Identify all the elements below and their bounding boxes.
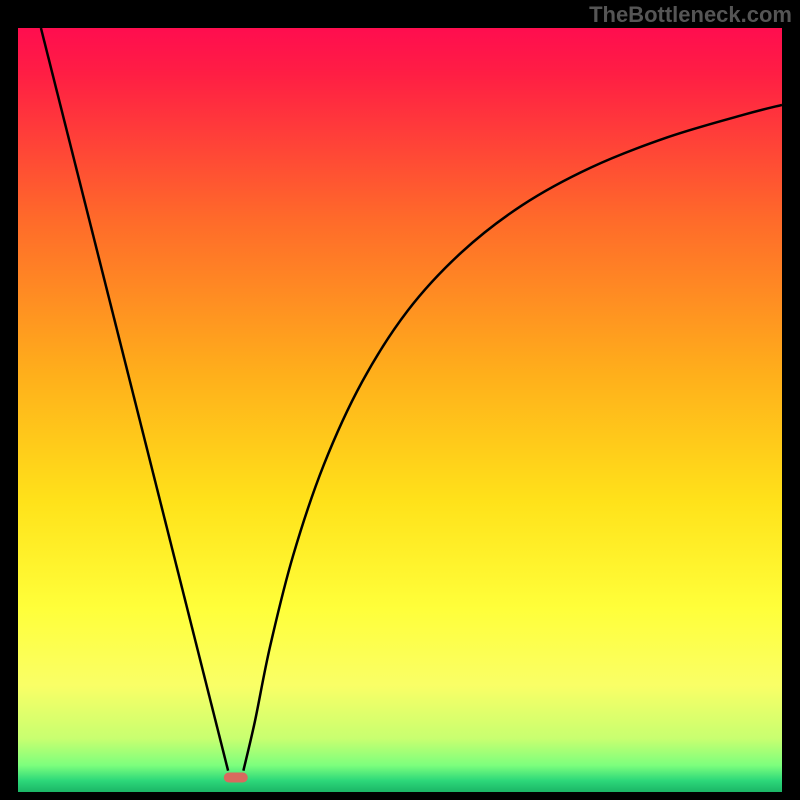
curve-right-branch [243, 105, 782, 771]
chart-frame: TheBottleneck.com [0, 0, 800, 800]
plot-area [18, 28, 782, 782]
bottleneck-curve [18, 28, 782, 782]
curve-left-branch [41, 28, 228, 771]
minimum-marker [224, 773, 248, 782]
watermark-text: TheBottleneck.com [589, 2, 792, 28]
